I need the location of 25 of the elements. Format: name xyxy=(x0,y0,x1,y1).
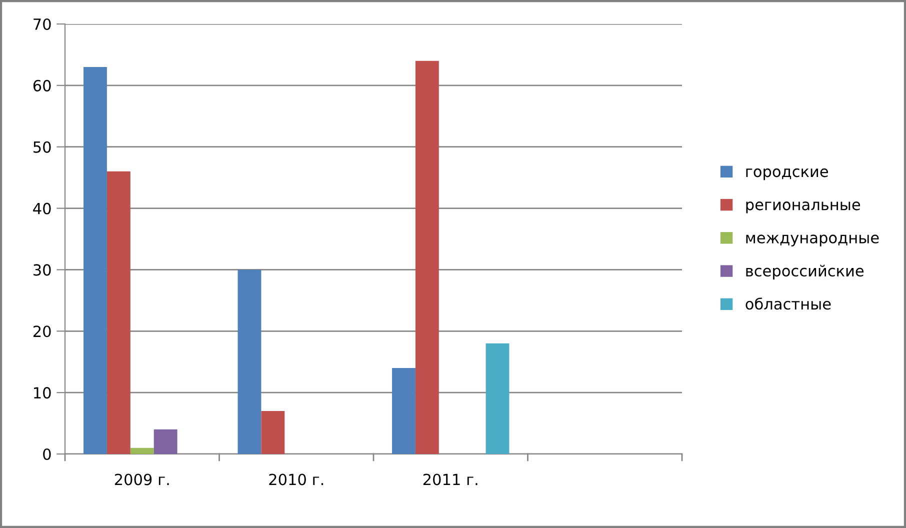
bar xyxy=(84,67,107,454)
bar xyxy=(130,448,154,454)
y-tick-label: 20 xyxy=(33,326,51,338)
bar xyxy=(486,343,510,454)
bar xyxy=(392,368,416,454)
y-tick-label: 10 xyxy=(34,387,51,399)
y-tick-label: 60 xyxy=(33,80,51,92)
bar xyxy=(238,270,262,454)
legend-label: городские xyxy=(746,168,828,180)
bar xyxy=(154,429,178,454)
legend-label: областные xyxy=(746,298,831,310)
y-tick-label: 30 xyxy=(34,264,51,276)
legend-label: всероссийские xyxy=(746,264,864,280)
x-tick-label: 2009 г. xyxy=(114,474,169,486)
y-tick-label: 50 xyxy=(34,141,51,153)
bar xyxy=(261,411,285,454)
y-tick-label: 40 xyxy=(33,202,51,214)
legend-label: международные xyxy=(746,234,879,246)
bar xyxy=(106,171,130,454)
y-tick-label: 0 xyxy=(43,448,51,460)
legend-label: региональные xyxy=(746,202,860,214)
y-tick-label: 70 xyxy=(34,18,51,30)
x-tick-label: 2010 г. xyxy=(269,474,324,486)
bar xyxy=(415,60,439,454)
x-tick-label: 2011 г. xyxy=(423,474,478,486)
